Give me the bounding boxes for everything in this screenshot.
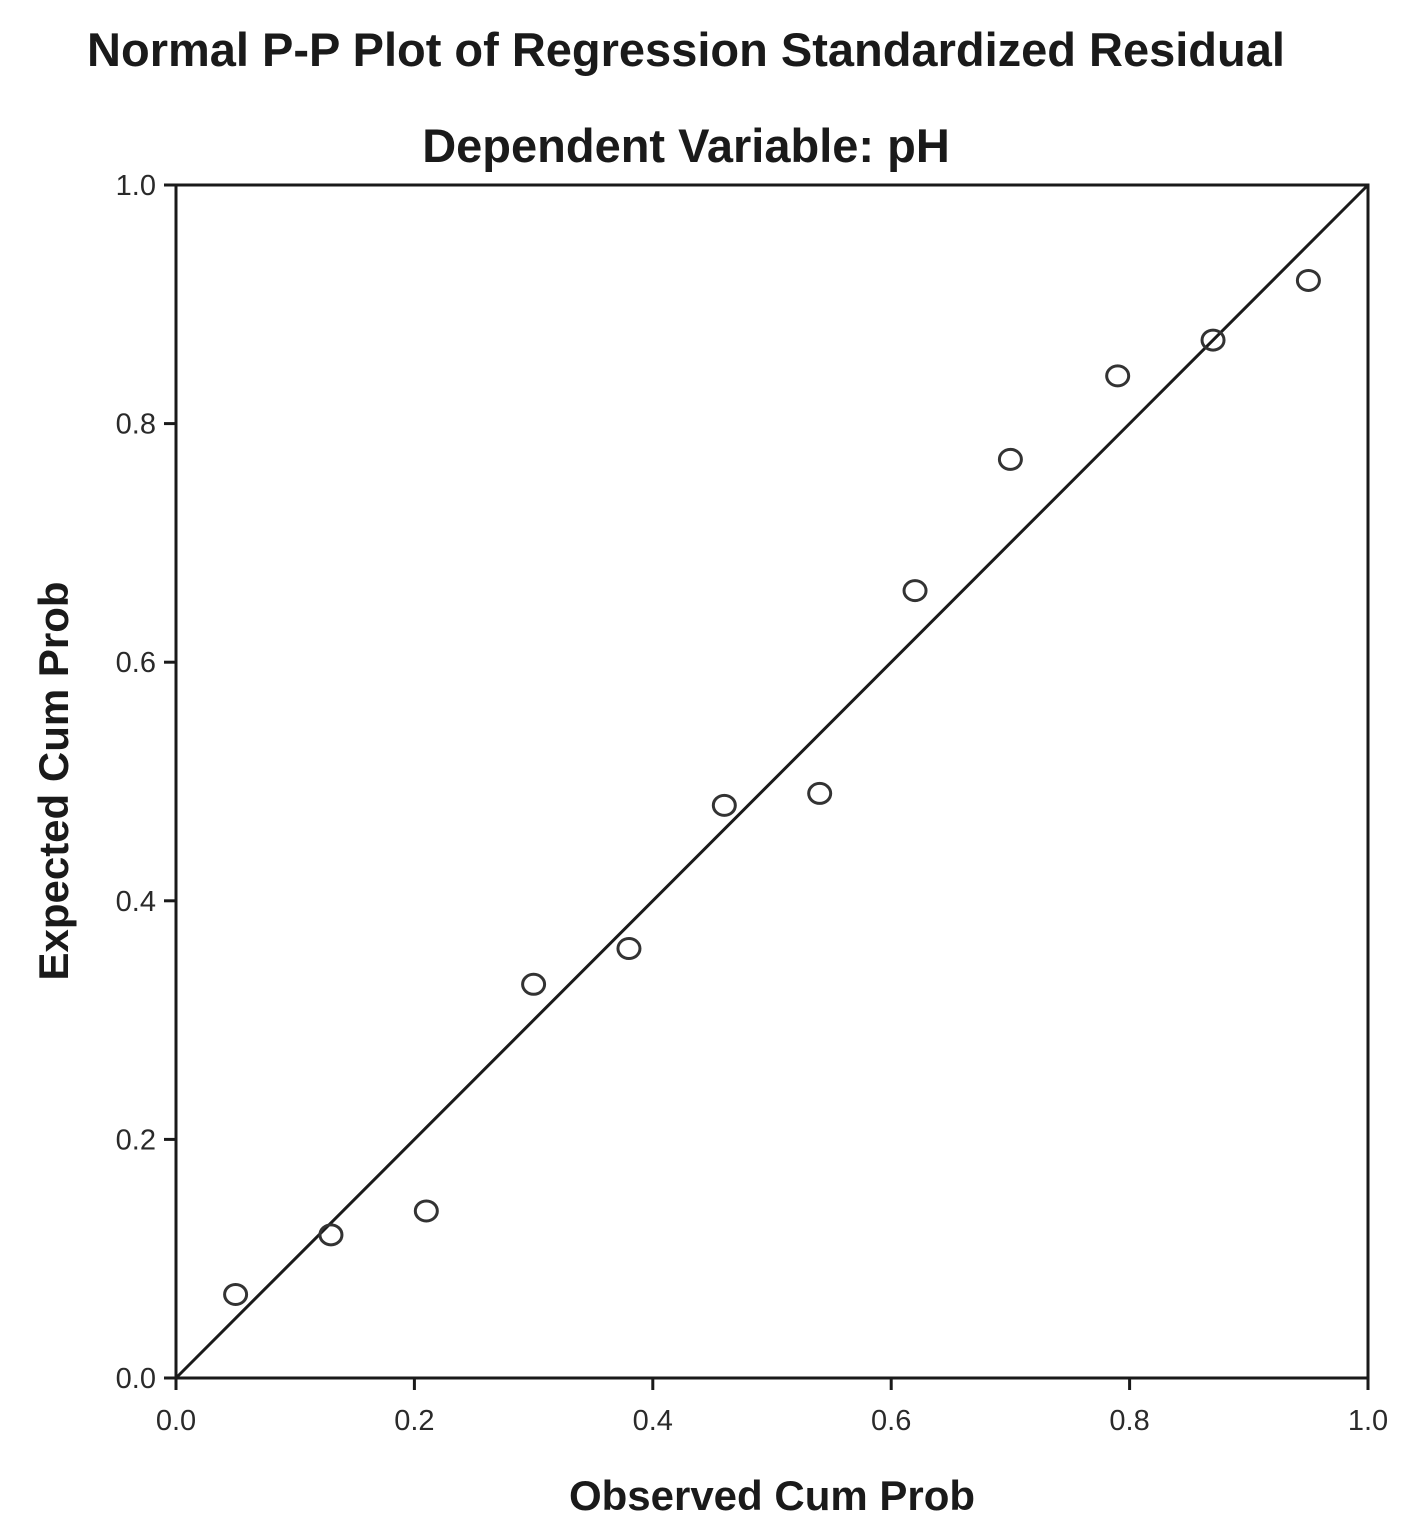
data-point <box>318 1223 344 1247</box>
data-point <box>1105 364 1131 388</box>
data-point <box>521 972 547 996</box>
y-tick-label: 0.2 <box>116 1124 156 1156</box>
y-tick-label: 0.6 <box>116 647 156 679</box>
x-tick-label: 0.8 <box>1109 1405 1149 1437</box>
chart-title: Normal P-P Plot of Regression Standardiz… <box>87 23 1285 76</box>
y-axis-title: Expected Cum Prob <box>30 581 77 980</box>
y-tick-label: 1.0 <box>116 170 156 202</box>
reference-line <box>174 183 1370 1380</box>
chart-subtitle: Dependent Variable: pH <box>422 119 950 172</box>
y-tick-label: 0.0 <box>116 1363 156 1395</box>
x-tick-label: 0.6 <box>871 1405 911 1437</box>
x-tick-label: 0.4 <box>633 1405 673 1437</box>
x-axis-title: Observed Cum Prob <box>569 1472 975 1519</box>
data-points <box>223 268 1321 1306</box>
y-tick-label: 0.4 <box>116 886 156 918</box>
data-point <box>902 579 928 603</box>
plot-frame <box>174 183 1370 1380</box>
data-point <box>997 447 1023 471</box>
data-point <box>711 793 737 817</box>
x-tick-label: 0.2 <box>394 1405 434 1437</box>
data-point <box>413 1199 439 1223</box>
data-point <box>223 1282 249 1306</box>
data-point <box>1295 268 1321 292</box>
data-point <box>1200 328 1226 352</box>
data-point <box>807 781 833 805</box>
y-tick-label: 0.8 <box>116 409 156 441</box>
x-tick-label: 0.0 <box>156 1405 196 1437</box>
x-axis: 0.0 0.2 0.4 0.6 0.8 1.0 <box>156 1378 1388 1437</box>
x-tick-label: 1.0 <box>1348 1405 1388 1437</box>
data-point <box>616 937 642 961</box>
y-axis: 0.0 0.2 0.4 0.6 0.8 1.0 <box>116 170 176 1395</box>
